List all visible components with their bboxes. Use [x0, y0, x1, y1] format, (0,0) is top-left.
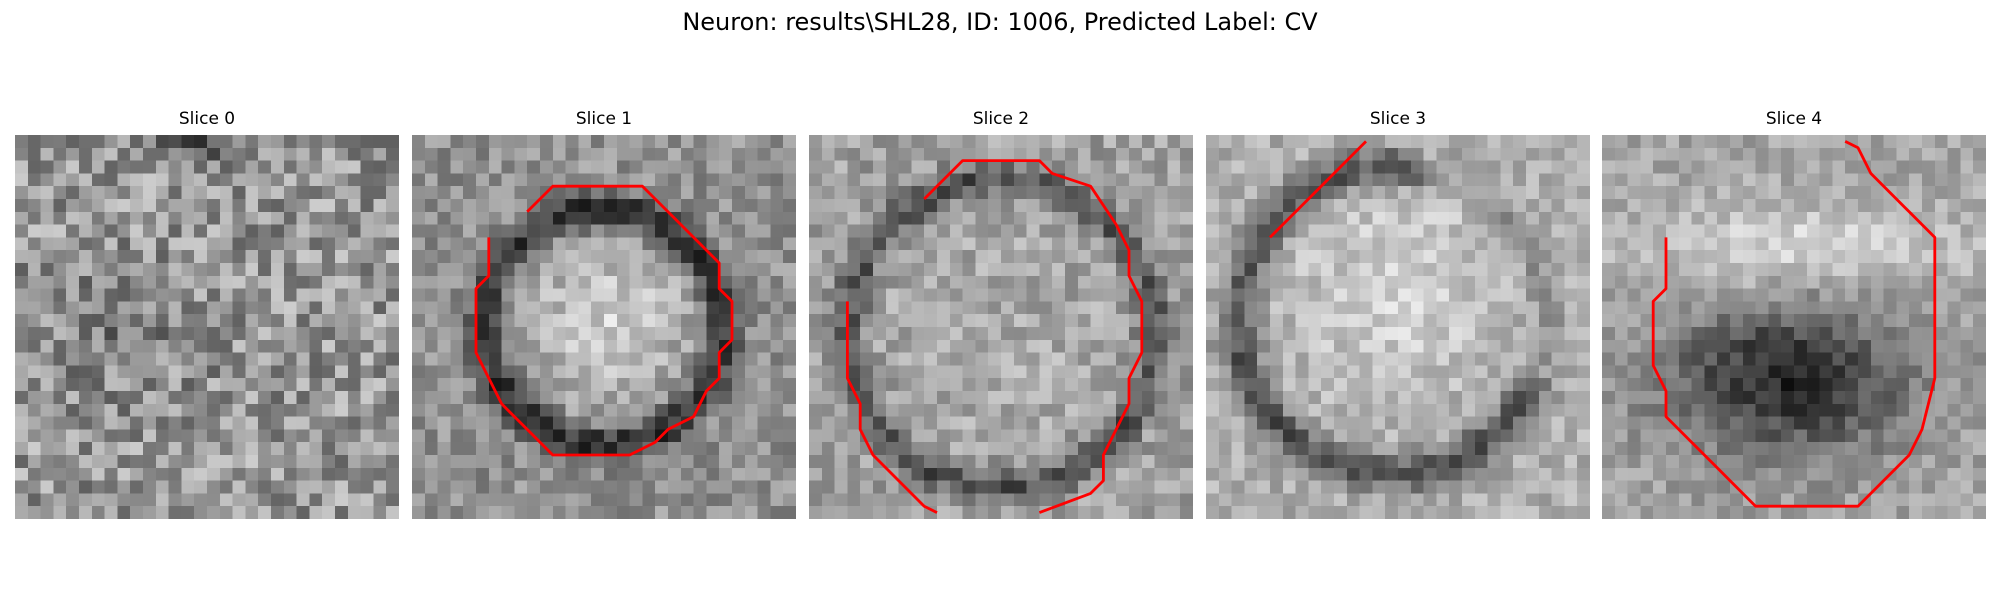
slice-title-2: Slice 2 — [972, 109, 1030, 129]
contour-line — [1651, 140, 1937, 508]
slice-image-4 — [1602, 135, 1986, 519]
slice-image-2 — [809, 135, 1193, 519]
slice-panel-0: Slice 0 — [15, 108, 399, 522]
slice-panel-4: Slice 4 — [1602, 108, 1986, 522]
contour-line — [845, 301, 938, 514]
slice-title-1: Slice 1 — [575, 109, 633, 129]
slice-panel-3: Slice 3 — [1206, 108, 1590, 522]
slice-image-1 — [412, 135, 796, 519]
figure-title: Neuron: results\SHL28, ID: 1006, Predict… — [682, 8, 1318, 36]
slice-image-3 — [1206, 135, 1590, 519]
slice-panel-1: Slice 1 — [412, 108, 796, 522]
slice-title-3: Slice 3 — [1369, 109, 1427, 129]
contour-line — [474, 184, 734, 457]
slice-image-0 — [15, 135, 399, 519]
slice-title-0: Slice 0 — [178, 109, 236, 129]
contour-line — [1269, 140, 1367, 239]
contour-line — [923, 159, 1144, 514]
slice-panel-2: Slice 2 — [809, 108, 1193, 522]
slice-title-4: Slice 4 — [1765, 109, 1823, 129]
